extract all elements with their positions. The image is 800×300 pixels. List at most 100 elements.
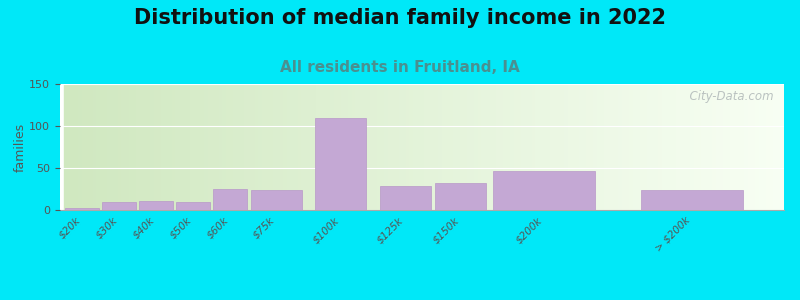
Bar — [647, 84, 650, 210]
Bar — [449, 84, 453, 210]
Bar — [315, 118, 366, 210]
Bar — [554, 84, 557, 210]
Bar — [586, 84, 590, 210]
Bar — [176, 202, 210, 210]
Bar — [744, 84, 748, 210]
Bar — [136, 84, 139, 210]
Bar — [100, 84, 103, 210]
Bar — [618, 84, 622, 210]
Bar — [762, 84, 766, 210]
Bar — [568, 84, 571, 210]
Bar — [641, 190, 742, 210]
Bar — [446, 84, 449, 210]
Bar — [222, 84, 226, 210]
Bar — [478, 84, 482, 210]
Bar — [460, 84, 463, 210]
Bar — [578, 84, 582, 210]
Bar — [435, 183, 486, 210]
Bar — [139, 201, 173, 210]
Bar — [370, 84, 374, 210]
Bar — [654, 84, 658, 210]
Bar — [341, 84, 345, 210]
Bar — [726, 84, 730, 210]
Bar — [561, 84, 564, 210]
Bar — [402, 84, 406, 210]
Bar — [518, 84, 521, 210]
Bar — [276, 84, 280, 210]
Bar — [391, 84, 395, 210]
Bar — [230, 84, 233, 210]
Bar — [319, 84, 323, 210]
Bar — [758, 84, 762, 210]
Bar — [734, 84, 737, 210]
Bar — [384, 84, 388, 210]
Bar — [482, 84, 485, 210]
Bar — [309, 84, 312, 210]
Bar — [470, 84, 474, 210]
Bar — [233, 84, 237, 210]
Bar — [611, 84, 614, 210]
Bar — [78, 84, 82, 210]
Bar — [521, 84, 525, 210]
Bar — [503, 84, 506, 210]
Bar — [770, 84, 773, 210]
Bar — [143, 84, 146, 210]
Bar — [489, 84, 492, 210]
Bar — [125, 84, 129, 210]
Bar — [751, 84, 755, 210]
Bar — [499, 84, 503, 210]
Bar — [158, 84, 161, 210]
Bar — [719, 84, 722, 210]
Bar — [330, 84, 334, 210]
Bar — [715, 84, 719, 210]
Bar — [463, 84, 467, 210]
Bar — [528, 84, 532, 210]
Bar — [118, 84, 122, 210]
Bar — [686, 84, 690, 210]
Bar — [355, 84, 359, 210]
Bar — [269, 84, 273, 210]
Bar — [539, 84, 542, 210]
Bar — [201, 84, 204, 210]
Bar — [132, 84, 136, 210]
Bar — [305, 84, 309, 210]
Bar — [629, 84, 633, 210]
Bar — [114, 84, 118, 210]
Bar — [640, 84, 643, 210]
Bar — [492, 84, 496, 210]
Y-axis label: families: families — [14, 122, 26, 172]
Bar — [398, 84, 402, 210]
Bar — [780, 84, 784, 210]
Bar — [773, 84, 777, 210]
Bar — [600, 84, 604, 210]
Bar — [287, 84, 290, 210]
Bar — [348, 84, 352, 210]
Bar — [643, 84, 647, 210]
Bar — [161, 84, 165, 210]
Bar — [122, 84, 125, 210]
Bar — [74, 84, 78, 210]
Bar — [377, 84, 381, 210]
Bar — [705, 84, 708, 210]
Text: City-Data.com: City-Data.com — [682, 90, 773, 103]
Text: All residents in Fruitland, IA: All residents in Fruitland, IA — [280, 60, 520, 75]
Bar — [71, 84, 74, 210]
Bar — [467, 84, 470, 210]
Bar — [525, 84, 528, 210]
Bar — [636, 84, 640, 210]
Bar — [737, 84, 741, 210]
Bar — [564, 84, 568, 210]
Bar — [694, 84, 698, 210]
Bar — [514, 84, 518, 210]
Bar — [388, 84, 391, 210]
Bar — [683, 84, 686, 210]
Bar — [730, 84, 734, 210]
Bar — [575, 84, 578, 210]
Bar — [690, 84, 694, 210]
Bar — [766, 84, 770, 210]
Bar — [103, 84, 107, 210]
Bar — [506, 84, 510, 210]
Bar — [204, 84, 208, 210]
Bar — [211, 84, 215, 210]
Bar — [146, 84, 150, 210]
